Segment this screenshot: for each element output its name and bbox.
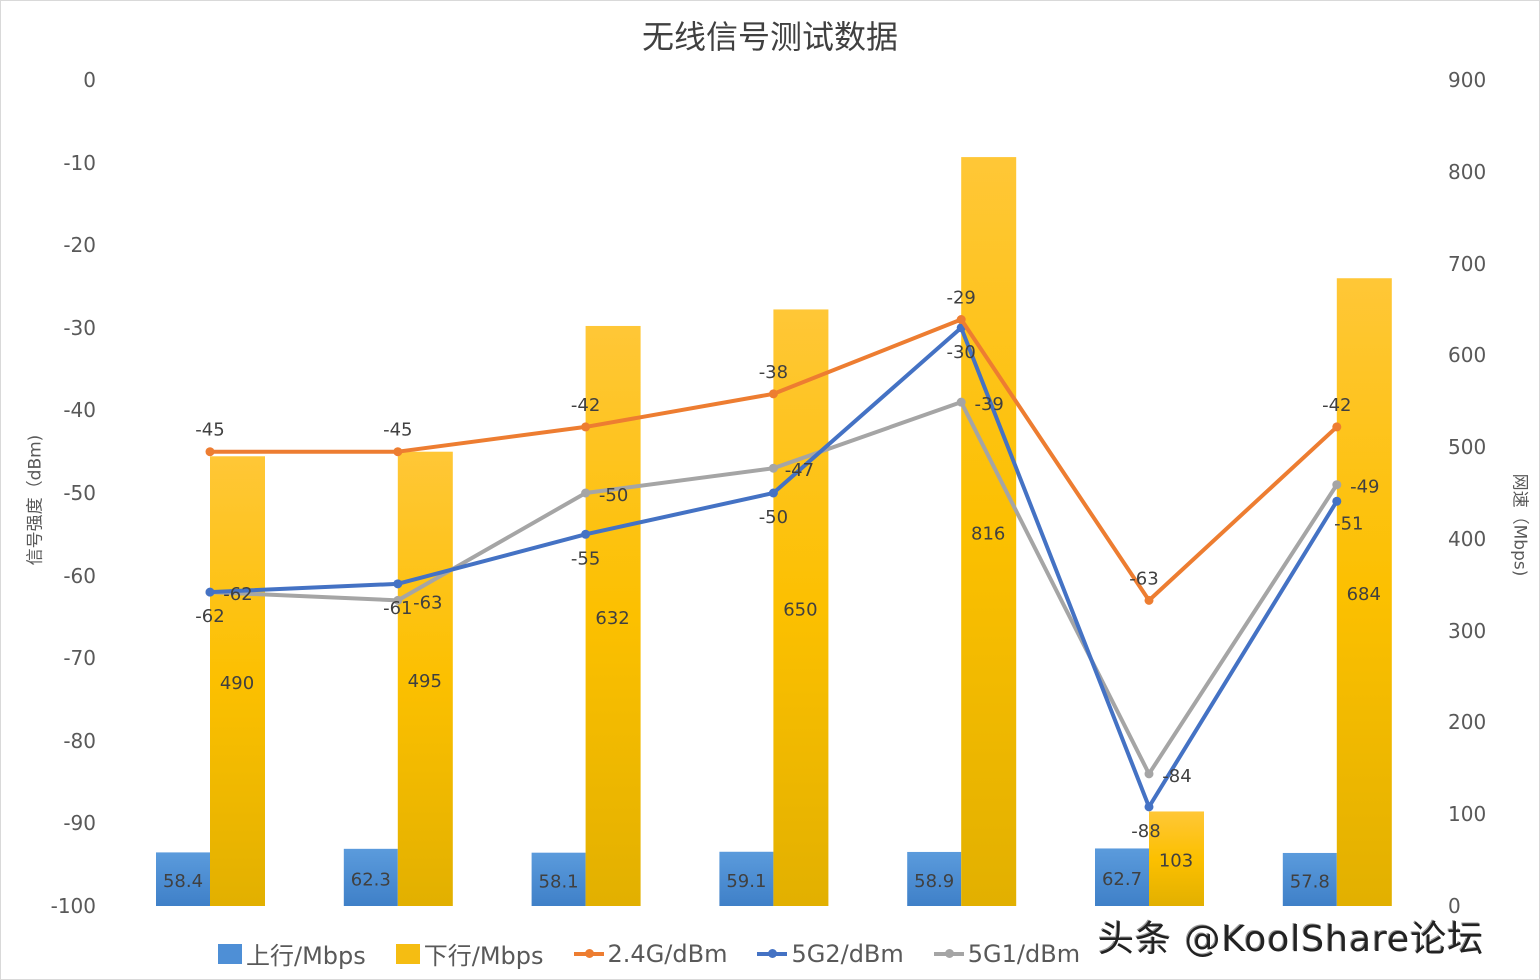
upload-bar — [1095, 848, 1149, 906]
legend-bar-swatch-icon — [395, 943, 420, 964]
legend-item: 5G1/dBm — [933, 939, 1081, 968]
right-axis-tick: 600 — [1448, 343, 1487, 368]
left-axis-tick: -40 — [63, 398, 96, 423]
legend: 上行/Mbps 下行/Mbps 2.4G/dBm 5G2/dBm 5G1/dBm — [218, 936, 1110, 971]
right-axis-tick: 400 — [1448, 526, 1487, 551]
svg-text:103: 103 — [1159, 851, 1193, 872]
svg-text:495: 495 — [408, 671, 442, 692]
data-labels: 58.4 490 62.3 495 58.1 632 59.1 650 58.9 816 62.7 1… — [163, 288, 1381, 893]
svg-text:57.8: 57.8 — [1290, 871, 1330, 892]
svg-text:-47: -47 — [785, 460, 814, 481]
left-axis-tick: -100 — [50, 894, 96, 918]
left-axis-tick: -50 — [63, 481, 96, 505]
left-axis-tick: -30 — [63, 315, 96, 340]
svg-text:490: 490 — [220, 673, 254, 694]
svg-text:-30: -30 — [946, 342, 975, 363]
legend-label: 上行/Mbps — [246, 942, 366, 970]
svg-text:-49: -49 — [1350, 477, 1379, 498]
svg-text:-42: -42 — [571, 395, 600, 416]
download-bar — [397, 451, 453, 906]
right-axis-tick: 0 — [1448, 894, 1461, 918]
upload-bar — [1282, 852, 1337, 906]
download-bar — [210, 456, 265, 906]
legend-item: 5G2/dBm — [757, 939, 904, 968]
svg-text:-51: -51 — [1334, 513, 1363, 534]
legend-item: 上行/Mbps — [218, 936, 366, 971]
svg-text:58.1: 58.1 — [539, 871, 579, 892]
svg-text:-61: -61 — [383, 598, 412, 619]
svg-text:-63: -63 — [1129, 568, 1158, 589]
svg-text:62.3: 62.3 — [351, 869, 391, 890]
legend-line-swatch-icon — [573, 948, 604, 958]
left-axis-tick: -70 — [63, 646, 96, 671]
svg-text:-88: -88 — [1131, 821, 1160, 842]
left-axis-tick: -80 — [63, 728, 96, 753]
right-axis-tick: 100 — [1448, 802, 1487, 827]
download-bar — [961, 157, 1017, 907]
svg-text:-84: -84 — [1162, 766, 1191, 787]
svg-text:-38: -38 — [759, 362, 788, 383]
svg-text:-63: -63 — [413, 592, 442, 613]
legend-label: 2.4G/dBm — [607, 939, 728, 968]
upload-bar — [907, 851, 962, 906]
right-axis-tick: 500 — [1448, 435, 1487, 460]
svg-text:-29: -29 — [946, 288, 975, 309]
upload-bar — [343, 848, 398, 906]
line-series — [205, 315, 1342, 812]
right-axis-tick: 300 — [1448, 618, 1487, 643]
legend-line-swatch-icon — [757, 948, 788, 958]
right-axis-tick: 200 — [1448, 710, 1487, 735]
svg-text:62.7: 62.7 — [1102, 869, 1142, 890]
legend-label: 下行/Mbps — [423, 942, 544, 970]
legend-label: 5G2/dBm — [791, 939, 904, 968]
legend-item: 2.4G/dBm — [573, 939, 728, 968]
left-axis-tick: -60 — [63, 563, 96, 588]
left-axis-tick: -20 — [63, 233, 96, 258]
svg-text:816: 816 — [971, 524, 1005, 545]
right-axis-tick: 700 — [1448, 251, 1487, 276]
right-axis-tick: 800 — [1448, 159, 1487, 184]
svg-text:684: 684 — [1347, 584, 1381, 605]
left-axis-tick: -90 — [63, 811, 96, 836]
right-axis-tick: 900 — [1448, 68, 1487, 92]
svg-text:-45: -45 — [195, 420, 224, 441]
upload-bar — [531, 852, 586, 906]
svg-text:59.1: 59.1 — [726, 871, 766, 892]
svg-text:58.4: 58.4 — [163, 871, 203, 892]
upload-bar — [719, 851, 774, 906]
svg-text:-39: -39 — [974, 394, 1003, 415]
upload-bar — [156, 852, 210, 906]
download-bar — [773, 309, 829, 906]
legend-item: 下行/Mbps — [395, 936, 544, 971]
download-bar — [1336, 278, 1392, 906]
svg-text:58.9: 58.9 — [914, 871, 954, 892]
svg-text:-55: -55 — [571, 548, 600, 569]
svg-text:-62: -62 — [223, 584, 252, 605]
svg-text:-42: -42 — [1322, 395, 1351, 416]
left-axis-tick: -10 — [63, 150, 96, 175]
chart-title: 无线信号测试数据 — [641, 18, 898, 56]
bar-series — [156, 157, 1392, 907]
legend-label: 5G1/dBm — [967, 939, 1081, 968]
svg-text:650: 650 — [783, 600, 817, 621]
svg-text:-45: -45 — [383, 420, 412, 441]
watermark: 头条 @KoolShare论坛 — [1098, 919, 1485, 960]
download-bar — [1149, 811, 1204, 906]
left-axis-tick: 0 — [83, 68, 96, 92]
svg-text:632: 632 — [595, 608, 629, 629]
svg-text:-50: -50 — [599, 485, 628, 506]
legend-line-swatch-icon — [933, 948, 964, 958]
svg-text:-62: -62 — [195, 606, 224, 627]
legend-bar-swatch-icon — [218, 943, 242, 964]
svg-text:-50: -50 — [759, 507, 788, 528]
